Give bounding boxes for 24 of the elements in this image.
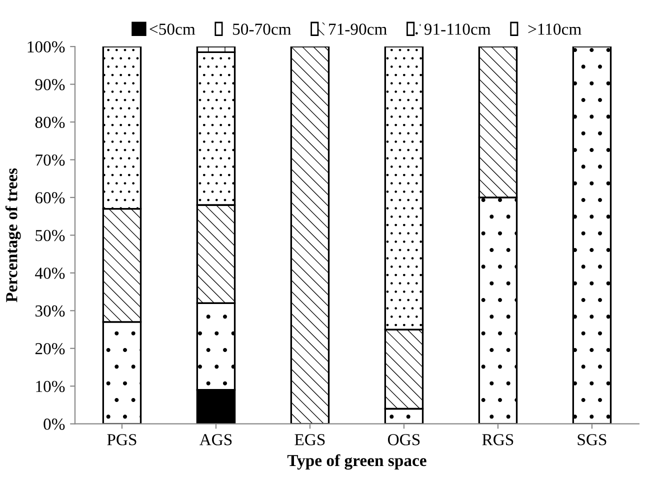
x-tick-label: PGS — [107, 434, 136, 446]
y-tick-label: 40% — [35, 268, 65, 279]
y-tick-label: 80% — [35, 116, 65, 128]
legend-label: 50-70cm — [233, 24, 292, 35]
y-tick-label: 100% — [28, 41, 65, 53]
legend-label: <50cm — [150, 24, 196, 35]
x-tick-label: RGS — [482, 434, 514, 446]
y-tick-label: 90% — [35, 78, 65, 90]
legend-label: 91-110cm — [424, 24, 491, 35]
y-tick-label: 50% — [36, 230, 65, 242]
x-tick-label: EGS — [294, 434, 325, 446]
x-tick-label: AGS — [199, 434, 232, 446]
legend-label: >110cm — [528, 24, 582, 35]
x-tick-label: OGS — [388, 434, 420, 446]
y-tick-label: 10% — [36, 380, 65, 392]
y-axis-title: Percentage of trees — [5, 168, 21, 302]
y-tick-label: 0% — [44, 418, 65, 430]
y-tick-label: 20% — [35, 343, 65, 354]
legend-label: 71-90cm — [329, 24, 387, 35]
x-axis-title: Type of green space — [287, 454, 426, 470]
y-tick-label: 60% — [35, 192, 65, 204]
y-tick-label: 70% — [36, 154, 65, 166]
y-tick-label: 30% — [36, 305, 65, 317]
x-tick-label: SGS — [578, 434, 606, 446]
